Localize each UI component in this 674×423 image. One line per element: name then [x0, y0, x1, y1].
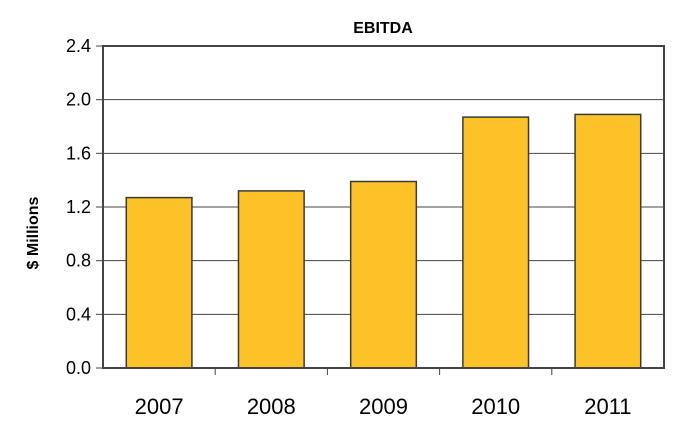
x-tick-labels: 2007 2008 2009 2010 2011 — [135, 394, 632, 419]
bar — [574, 113, 642, 369]
bar — [237, 190, 305, 369]
bar — [349, 180, 418, 369]
y-tick-label: 2.4 — [66, 36, 91, 56]
y-tick-label: 0.8 — [66, 251, 91, 271]
chart-title: EBITDA — [353, 20, 413, 37]
x-tick-label: 2008 — [247, 394, 296, 419]
x-tick-label: 2011 — [584, 394, 631, 419]
y-tick-label: 0.4 — [66, 304, 91, 324]
x-tick-label: 2009 — [359, 394, 408, 419]
bar — [125, 196, 193, 369]
x-tick-label: 2010 — [471, 394, 520, 419]
y-tick-label: 2.0 — [66, 90, 91, 110]
y-tick-label: 1.2 — [66, 197, 91, 217]
y-axis-label: $ Millions — [25, 196, 42, 269]
axes — [96, 45, 665, 375]
plot-frame — [102, 45, 665, 369]
y-tick-label: 1.6 — [66, 143, 91, 163]
bars — [125, 113, 642, 369]
y-tick-label: 0.0 — [66, 358, 91, 378]
bar — [462, 116, 530, 369]
y-tick-labels: 0.0 0.4 0.8 1.2 1.6 2.0 2.4 — [66, 36, 91, 378]
x-tick-label: 2007 — [135, 394, 184, 419]
